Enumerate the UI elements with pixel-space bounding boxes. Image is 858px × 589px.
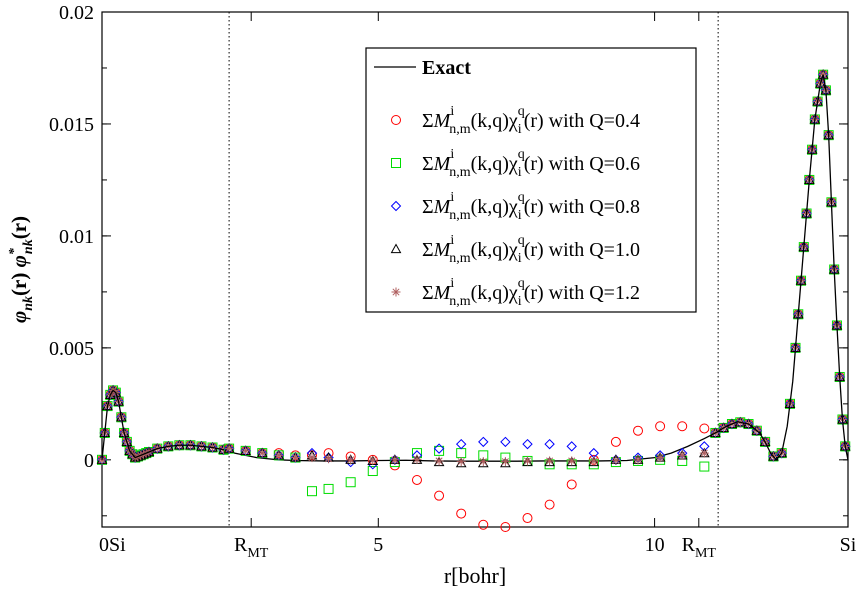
axis-ticks: 0 0.005 0.01 0.015 0.02 0Si RMT 5 10 RMT Si: [49, 2, 857, 561]
y-tick-label: 0.015: [49, 114, 94, 136]
legend-label: ΣMi n,m(k,q)χq i (r) with Q=1.0: [422, 233, 640, 266]
data-point: [307, 453, 317, 463]
data-point: [677, 450, 687, 460]
data-point: [478, 457, 488, 467]
data-point: [345, 477, 356, 488]
data-point: [677, 421, 688, 432]
data-point: [545, 456, 555, 466]
data-point: [500, 457, 511, 468]
muffin-tin-lines: [228, 12, 719, 527]
data-point: [500, 457, 510, 467]
data-point: [434, 490, 445, 501]
data-point: [412, 454, 422, 464]
legend-label: ΣMi n,m(k,q)χq i (r) with Q=0.8: [422, 190, 640, 223]
legend-marker: [391, 158, 401, 168]
data-point: [566, 479, 577, 490]
x-tick-label: RMT: [682, 534, 717, 561]
data-point: [323, 483, 334, 494]
data-point: [588, 456, 600, 467]
data-point: [522, 456, 533, 467]
x-tick-label: RMT: [234, 534, 269, 561]
data-point: [290, 453, 300, 463]
data-point: [566, 441, 577, 452]
data-series: [96, 69, 851, 532]
data-point: [522, 456, 532, 466]
data-point: [346, 455, 356, 465]
data-point: [390, 455, 400, 465]
data-point: [241, 446, 251, 456]
x-axis-label: r[bohr]: [444, 563, 506, 588]
data-point: [434, 445, 445, 456]
data-point: [699, 448, 709, 458]
legend-marker: [391, 115, 401, 125]
data-point: [522, 438, 533, 450]
data-point: [522, 513, 533, 524]
legend-marker: [391, 287, 401, 297]
y-tick-label: 0.02: [59, 2, 94, 24]
legend-marker: [390, 243, 402, 254]
data-point: [274, 450, 284, 460]
data-point: [655, 421, 666, 432]
x-tick-label: 5: [373, 534, 383, 556]
legend: Exact ΣMi n,m(k,q)χq i (r) with Q=0.4 ΣMi n,m(…: [365, 47, 697, 313]
data-point: [544, 456, 555, 467]
data-point: [456, 457, 466, 467]
data-point: [257, 448, 267, 458]
data-point: [567, 456, 577, 466]
y-tick-label: 0: [84, 450, 94, 472]
data-point: [478, 436, 489, 448]
data-point: [610, 436, 621, 447]
y-tick-label: 0.005: [49, 338, 94, 360]
data-point: [456, 508, 467, 519]
data-point: [478, 519, 489, 530]
data-point: [306, 486, 317, 497]
data-point: [655, 453, 665, 463]
data-point: [500, 436, 511, 448]
legend-label: ΣMi n,m(k,q)χq i (r) with Q=1.2: [422, 276, 640, 309]
data-point: [633, 455, 643, 465]
data-point: [544, 438, 555, 450]
data-point: [544, 499, 555, 510]
data-point: [589, 456, 599, 466]
data-point: [477, 457, 489, 468]
data-point: [500, 522, 511, 532]
data-point: [455, 438, 467, 450]
data-point: [411, 474, 422, 485]
data-point: [433, 443, 445, 454]
legend-label: Exact: [422, 57, 471, 79]
data-point: [368, 455, 378, 465]
x-tick-label: Si: [840, 534, 857, 556]
series-star: [224, 444, 709, 467]
legend-label: ΣMi n,m(k,q)χq i (r) with Q=0.4: [422, 104, 640, 137]
data-point: [699, 423, 710, 434]
data-point: [367, 466, 378, 477]
data-point: [699, 461, 710, 472]
data-point: [324, 454, 334, 464]
data-point: [566, 456, 578, 467]
y-axis-label: φnk(r) φ*nk(r): [7, 216, 36, 323]
data-point: [633, 425, 644, 436]
x-tick-label: 0Si: [99, 534, 126, 556]
legend-marker: [390, 200, 402, 212]
legend-box: [365, 47, 697, 313]
data-point: [455, 457, 467, 468]
data-point: [611, 455, 621, 465]
x-tick-label: 10: [645, 534, 665, 556]
data-point: [224, 444, 234, 454]
legend-label: ΣMi n,m(k,q)χq i (r) with Q=0.6: [422, 147, 640, 180]
y-tick-label: 0.01: [59, 226, 94, 248]
data-point: [433, 456, 445, 467]
data-point: [434, 456, 444, 466]
